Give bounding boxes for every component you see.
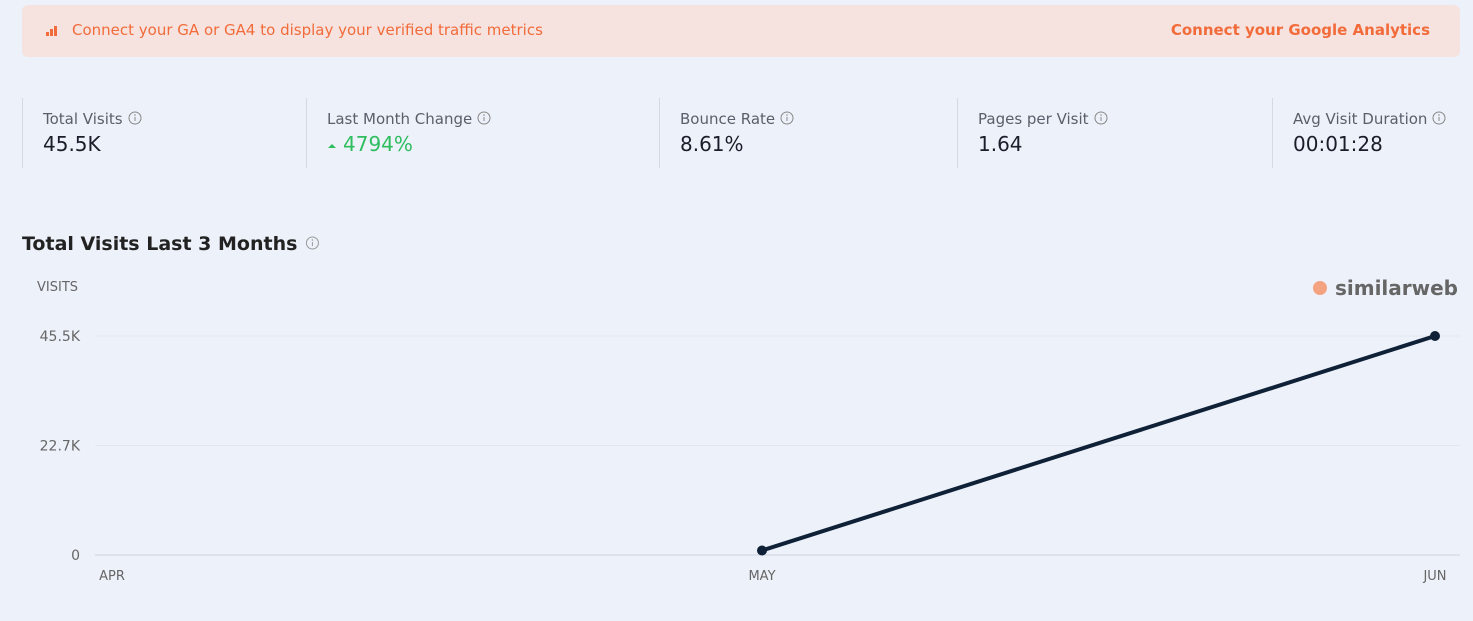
- line: [760, 334, 1437, 553]
- banner: Connect your GA or GA4 to display your v…: [22, 5, 1460, 57]
- metric-label: Bounce Rate: [680, 110, 794, 128]
- metric-value-row: 8.61%: [680, 132, 794, 156]
- metric-value-row: 45.5K: [43, 132, 142, 156]
- metric-label-text: Last Month Change: [327, 110, 473, 128]
- metric-value: 4794%: [343, 132, 413, 156]
- chart-title: Total Visits Last 3 Months: [22, 233, 297, 255]
- watermark-logo: [1313, 281, 1327, 295]
- point: [1430, 331, 1440, 341]
- metric-value: 8.61%: [680, 132, 744, 156]
- metric-value: 1.64: [978, 132, 1023, 156]
- banner-link[interactable]: Connect your Google Analytics: [1170, 21, 1430, 39]
- metric-label: Pages per Visit: [978, 110, 1108, 128]
- info-icon[interactable]: [477, 111, 491, 125]
- x-tick-label: JUN: [1422, 569, 1446, 584]
- info-icon[interactable]: [128, 111, 142, 125]
- metric-label-text: Avg Visit Duration: [1293, 110, 1428, 128]
- metric-value: 00:01:28: [1293, 132, 1383, 156]
- info-icon[interactable]: [1094, 111, 1108, 125]
- point: [757, 545, 767, 556]
- info-icon[interactable]: [1432, 111, 1446, 125]
- metric-label-text: Pages per Visit: [978, 110, 1089, 128]
- metric-label-text: Bounce Rate: [680, 110, 776, 128]
- metric-label-text: Total Visits: [43, 110, 123, 128]
- metric-value-row: 00:01:28: [1293, 132, 1446, 156]
- metric: Bounce Rate 8.61%: [659, 98, 794, 168]
- metric-value-row: 1.64: [978, 132, 1108, 156]
- up-arrow: [328, 144, 336, 148]
- x-tick-label: APR: [99, 569, 125, 584]
- metric: Pages per Visit 1.64: [957, 98, 1108, 168]
- metric-value-row: 4794%: [327, 132, 491, 156]
- banner-icon: [46, 26, 57, 36]
- metric-value: 45.5K: [43, 132, 101, 156]
- metric: Total Visits 45.5K: [22, 98, 142, 168]
- metric: Last Month Change 4794%: [306, 98, 491, 168]
- y-tick-label: 45.5K: [40, 329, 81, 345]
- metric-label: Avg Visit Duration: [1293, 110, 1446, 128]
- y-tick-label: 22.7K: [40, 439, 81, 455]
- info-icon[interactable]: [780, 111, 794, 125]
- info-icon[interactable]: [305, 236, 319, 250]
- metric: Avg Visit Duration 00:01:28: [1272, 98, 1446, 168]
- x-tick-label: MAY: [748, 569, 775, 584]
- metric-label: Last Month Change: [327, 110, 491, 128]
- metric-label: Total Visits: [43, 110, 142, 128]
- watermark: similarweb: [1335, 276, 1458, 300]
- y-axis-label: VISITS: [37, 280, 78, 295]
- banner-text: Connect your GA or GA4 to display your v…: [72, 21, 543, 39]
- y-tick-label: 0: [71, 548, 80, 564]
